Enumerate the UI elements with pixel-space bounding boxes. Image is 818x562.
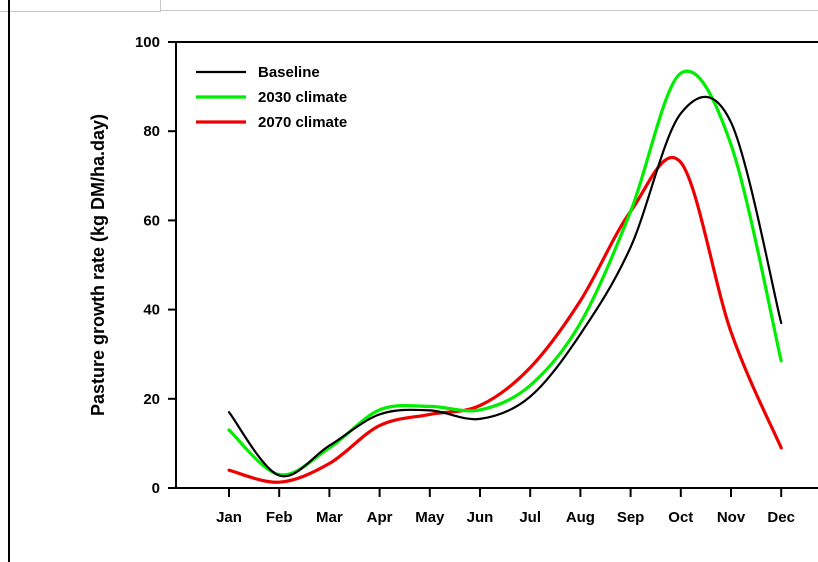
x-tick-label: Feb (266, 509, 293, 526)
y-tick-label: 100 (135, 34, 160, 51)
series-line-baseline (227, 95, 783, 478)
y-axis-title: Pasture growth rate (kg DM/ha.day) (88, 114, 108, 416)
x-tick-label: Oct (668, 509, 693, 526)
y-tick-label: 60 (143, 212, 160, 229)
y-axis-ticks: 0 20 40 60 80 100 (135, 34, 176, 497)
series-lines (227, 69, 783, 484)
series-line-2030-climate (227, 69, 783, 477)
axes (175, 41, 818, 489)
y-tick-label: 80 (143, 123, 160, 140)
x-tick-label: Jan (216, 509, 242, 526)
x-tick-label: Apr (367, 509, 393, 526)
series-line-2070-climate (227, 155, 783, 484)
window-tab (0, 0, 161, 12)
x-axis-ticks: Jan Feb Mar Apr May Jun Jul Aug Sep Oct Nov Dec (216, 488, 795, 526)
x-tick-label: Dec (767, 509, 795, 526)
x-tick-label: Mar (316, 509, 343, 526)
legend-label-2030-climate: 2030 climate (258, 89, 347, 106)
window-top-border (160, 10, 818, 11)
y-tick-label: 20 (143, 391, 160, 408)
legend-label-baseline: Baseline (258, 64, 320, 81)
x-tick-label: Sep (617, 509, 645, 526)
window-top-strip (0, 0, 818, 12)
x-tick-label: May (415, 509, 445, 526)
y-tick-label: 0 (152, 480, 160, 497)
legend-label-2070-climate: 2070 climate (258, 114, 347, 131)
x-tick-label: Aug (566, 509, 595, 526)
legend: Baseline 2030 climate 2070 climate (196, 64, 347, 131)
x-tick-label: Jul (519, 509, 541, 526)
x-tick-label: Jun (467, 509, 494, 526)
x-tick-label: Nov (717, 509, 746, 526)
left-border-line (8, 0, 10, 562)
y-tick-label: 40 (143, 302, 160, 319)
